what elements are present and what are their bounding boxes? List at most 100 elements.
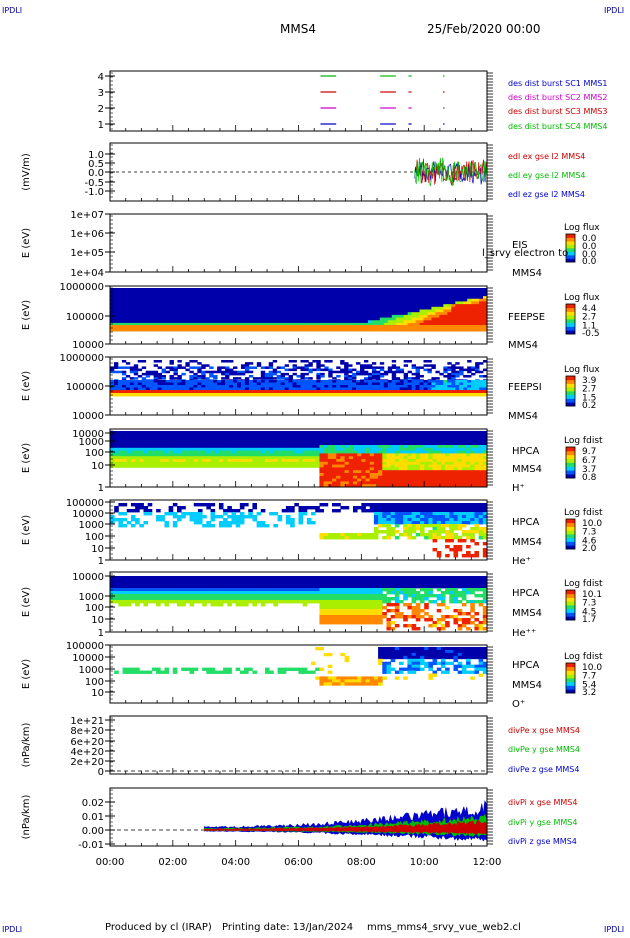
feepsi-lower bbox=[161, 382, 166, 386]
feepsi-speckle bbox=[161, 370, 166, 374]
hpca-h-cell bbox=[206, 453, 211, 457]
feepsi-speckle bbox=[133, 364, 139, 367]
feepsi-lower bbox=[375, 385, 381, 388]
hpca-he-cell bbox=[457, 545, 463, 549]
feepse-cell bbox=[153, 309, 159, 313]
feepse-cell bbox=[443, 312, 448, 316]
feepse-cell bbox=[360, 309, 365, 313]
feepsi-lower bbox=[340, 380, 345, 383]
hpca-he-cell bbox=[315, 509, 320, 513]
hpca-h-cell bbox=[323, 442, 329, 446]
hpca-h-cell bbox=[332, 484, 337, 488]
feepsi-speckle bbox=[236, 372, 242, 376]
hpca-h-cell bbox=[399, 461, 404, 465]
hpca-h-cell bbox=[357, 453, 362, 457]
feepse-cell bbox=[137, 301, 143, 305]
feepse-cell bbox=[403, 322, 409, 327]
feepsi-speckle bbox=[459, 368, 464, 372]
hpca-h-cell bbox=[407, 461, 412, 465]
feepsi-lower bbox=[419, 387, 424, 391]
hpca-he-cell bbox=[466, 503, 471, 507]
feepsi-speckle bbox=[348, 364, 353, 367]
feepsi-speckle bbox=[340, 362, 345, 365]
hpca-h-cell bbox=[482, 478, 488, 482]
hpca-h-cell bbox=[390, 445, 396, 449]
hpca-h-cell bbox=[168, 447, 174, 451]
feepse-cell bbox=[225, 296, 230, 300]
feepse-low-band bbox=[252, 325, 258, 332]
feepsi-band bbox=[328, 393, 333, 397]
feepsi-speckle bbox=[300, 360, 305, 363]
hpca-h-cell bbox=[340, 431, 345, 435]
feepse-cell bbox=[113, 290, 119, 294]
feepse-cell bbox=[145, 320, 151, 324]
hpca-h-cell bbox=[306, 436, 312, 440]
hpca-h-cell bbox=[457, 464, 463, 468]
feepse-cell bbox=[252, 298, 258, 302]
feepsi-speckle bbox=[264, 375, 270, 378]
feepsi-lower bbox=[233, 387, 238, 391]
hpca-h-cell bbox=[407, 456, 412, 460]
feepsi-band bbox=[177, 393, 182, 397]
hpca-he-cell bbox=[252, 518, 258, 522]
hpca-h-cell bbox=[361, 442, 366, 446]
hpca-h-cell bbox=[239, 453, 245, 457]
hpca-he-cell bbox=[457, 539, 463, 543]
hpca-he-cell bbox=[197, 503, 203, 507]
hpca-h-cell bbox=[365, 433, 371, 437]
hpca-h-cell bbox=[432, 445, 438, 449]
hpca-h-cell bbox=[172, 450, 178, 454]
hpca-h-cell bbox=[424, 453, 429, 457]
hpca-he-cell bbox=[126, 509, 132, 513]
hpca-h-cell bbox=[482, 464, 488, 468]
feepse-cell bbox=[379, 301, 385, 305]
feepsi-speckle bbox=[129, 370, 135, 374]
feepsi-lower bbox=[240, 387, 246, 391]
feepse-cell bbox=[173, 320, 178, 324]
hpca-h-cell bbox=[482, 450, 488, 454]
hpca-he-cell bbox=[445, 515, 450, 519]
hpca-h-cell bbox=[126, 431, 132, 435]
hpca-h-cell bbox=[126, 447, 132, 451]
feepse-cell bbox=[336, 309, 341, 313]
feepse-cell bbox=[125, 320, 131, 324]
feepse-cell bbox=[360, 301, 365, 305]
hpca-h-cell bbox=[445, 473, 450, 477]
feepse-cell bbox=[240, 312, 246, 316]
feepsi-speckle bbox=[467, 370, 472, 374]
hpca-h-cell bbox=[466, 461, 471, 465]
hpca-h-cell bbox=[256, 436, 262, 440]
feepsi-lower bbox=[157, 382, 162, 386]
hpca-h-cell bbox=[482, 459, 488, 463]
feepse-cell bbox=[288, 298, 293, 302]
feepse-cell bbox=[312, 306, 317, 310]
feepsi-lower bbox=[276, 380, 282, 383]
feepse-cell bbox=[129, 306, 135, 310]
feepse-cell bbox=[455, 301, 460, 305]
feepse-cell bbox=[256, 306, 262, 310]
feepse-cell bbox=[177, 288, 182, 292]
hpca-h-cell bbox=[428, 459, 433, 463]
hpca-h-cell bbox=[453, 445, 459, 449]
feepse-cell bbox=[209, 306, 214, 310]
feepsi-speckle bbox=[316, 362, 321, 365]
hpca-h-cell bbox=[394, 433, 400, 437]
feepse-cell bbox=[181, 320, 186, 324]
feepsi-speckle bbox=[292, 364, 297, 367]
feepse-cell bbox=[336, 298, 341, 302]
feepse-cell bbox=[328, 293, 333, 297]
hpca-he-cell bbox=[461, 509, 467, 513]
feepse-cell bbox=[193, 301, 198, 305]
feepse-cell bbox=[399, 304, 405, 308]
feepse-cell bbox=[463, 320, 468, 324]
hpca-he-cell bbox=[482, 530, 488, 534]
feepse-cell bbox=[379, 322, 385, 327]
feepsi-speckle bbox=[133, 372, 139, 376]
hpca-h-cell bbox=[466, 478, 471, 482]
hpca-h-cell bbox=[466, 467, 471, 471]
feepsi-speckle bbox=[173, 372, 178, 376]
feepse-cell bbox=[137, 304, 143, 308]
feepse-cell bbox=[193, 288, 198, 292]
feepse-cell bbox=[213, 314, 218, 318]
feepsi-lower bbox=[185, 387, 190, 391]
